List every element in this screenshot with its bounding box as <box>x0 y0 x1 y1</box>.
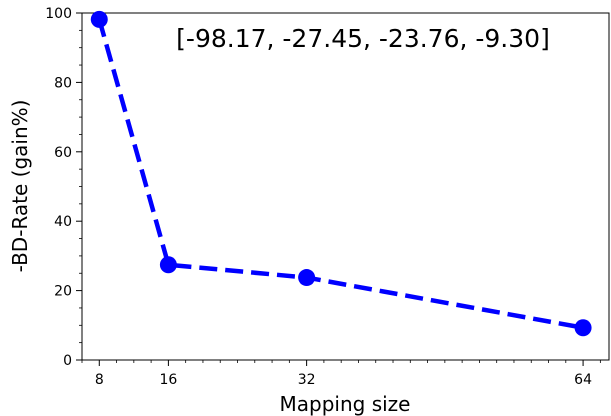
y-tick-label: 60 <box>54 145 72 161</box>
series-layer <box>90 10 592 337</box>
y-tick-label: 20 <box>54 284 72 300</box>
x-axis-label: Mapping size <box>280 392 411 416</box>
values-annotation: [-98.17, -27.45, -23.76, -9.30] <box>176 24 550 53</box>
x-tick-label: 64 <box>574 372 592 388</box>
y-tick-label: 0 <box>63 353 72 369</box>
data-point <box>574 319 592 337</box>
data-point <box>90 10 108 28</box>
data-point <box>159 256 177 274</box>
y-tick-label: 80 <box>54 75 72 91</box>
x-tick-label: 32 <box>298 372 316 388</box>
series-line <box>97 18 584 330</box>
axes: 0 20 40 60 80 100 8 16 32 64 <box>45 6 610 388</box>
plot-frame <box>81 12 610 361</box>
x-tick-label: 16 <box>159 372 177 388</box>
data-point <box>298 269 316 287</box>
y-tick-label: 40 <box>54 214 72 230</box>
x-tick-label: 8 <box>95 372 104 388</box>
y-axis-label: -BD-Rate (gain%) <box>8 100 32 273</box>
y-tick-label: 100 <box>45 6 72 22</box>
